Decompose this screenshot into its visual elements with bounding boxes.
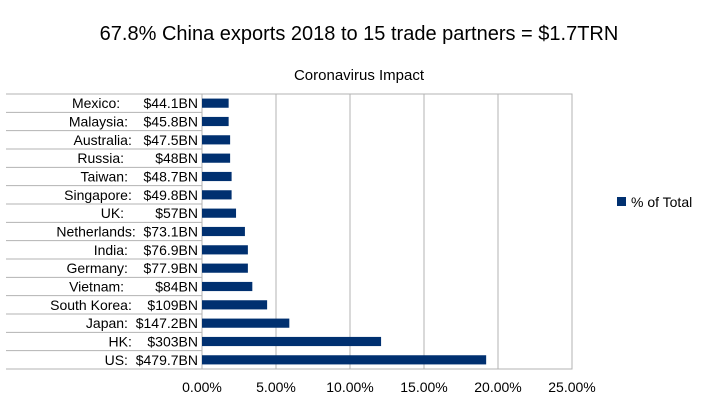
category-label: Russia: $48BN xyxy=(77,150,198,166)
bars xyxy=(202,98,487,365)
category-label: US: $479.7BN xyxy=(105,352,198,368)
category-label: Japan: $147.2BN xyxy=(86,315,198,331)
category-label: Malaysia: $45.8BN xyxy=(69,114,198,130)
legend-label: % of Total xyxy=(631,194,692,210)
bar xyxy=(202,116,229,127)
category-label: Taiwan: $48.7BN xyxy=(80,169,198,185)
bar xyxy=(202,318,290,328)
bar xyxy=(202,135,231,145)
bar xyxy=(202,153,231,163)
category-label: Australia: $47.5BN xyxy=(73,132,198,148)
bar xyxy=(202,336,382,347)
bar xyxy=(202,98,229,108)
category-labels: Mexico: $44.1BN Malaysia: $45.8BN Australi… xyxy=(50,95,198,368)
category-label: UK: $57BN xyxy=(101,205,198,221)
chart-title: 67.8% China exports 2018 to 15 trade par… xyxy=(100,23,619,45)
category-label: Netherlands: $73.1BN xyxy=(56,224,198,240)
bar xyxy=(202,300,268,310)
bar xyxy=(202,281,253,292)
chart-subtitle: Coronavirus Impact xyxy=(294,67,425,84)
bar xyxy=(202,355,487,365)
x-tick-label: 20.00% xyxy=(474,379,521,395)
category-label: Vietnam: $84BN xyxy=(69,279,198,295)
category-label: India: $76.9BN xyxy=(94,242,198,258)
legend: % of Total xyxy=(617,194,692,210)
x-tick-label: 10.00% xyxy=(326,379,373,395)
x-tick-label: 0.00% xyxy=(182,379,222,395)
bar xyxy=(202,208,237,218)
bar xyxy=(202,245,248,255)
category-label: South Korea: $109BN xyxy=(50,297,198,313)
category-label: Germany: $77.9BN xyxy=(66,260,198,276)
bar xyxy=(202,190,232,200)
x-tick-label: 25.00% xyxy=(548,379,595,395)
bar xyxy=(202,171,232,182)
category-label: Singapore: $49.8BN xyxy=(64,187,198,203)
x-tick-label: 15.00% xyxy=(400,379,447,395)
bar xyxy=(202,263,248,273)
category-label: HK: $303BN xyxy=(109,334,199,350)
category-label: Mexico: $44.1BN xyxy=(72,95,198,111)
legend-swatch xyxy=(617,197,626,206)
bar xyxy=(202,226,245,237)
x-tick-labels: 0.00% 5.00% 10.00% 15.00% 20.00% 25.00% xyxy=(182,379,596,395)
x-tick-label: 5.00% xyxy=(256,379,296,395)
